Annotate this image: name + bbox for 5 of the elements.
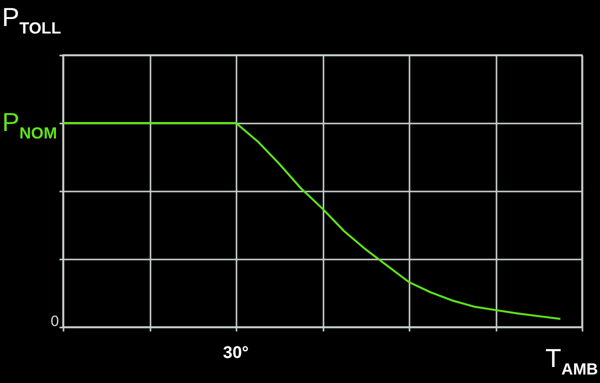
y-axis-title: P$_{TOLL}$ xyxy=(2,2,62,38)
x-axis-title: T$_{AMB}$ xyxy=(545,343,598,378)
text: 0 xyxy=(50,313,59,330)
text: P$_{NOM}$ xyxy=(2,107,57,142)
text: 30° xyxy=(223,343,249,362)
